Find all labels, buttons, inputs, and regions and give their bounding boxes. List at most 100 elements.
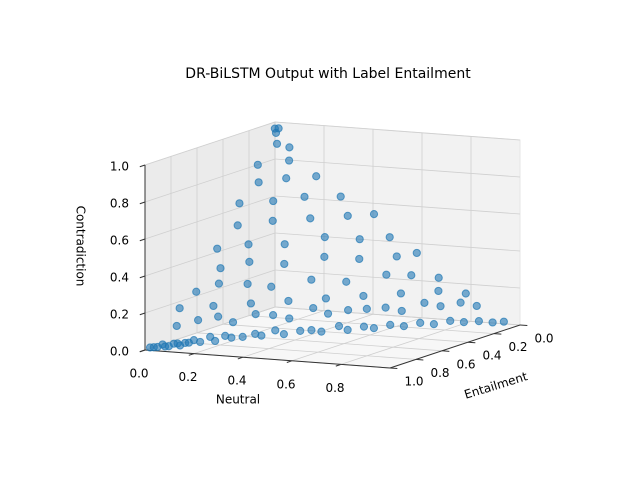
point: [407, 271, 416, 280]
z-tick-label: 0.2: [110, 308, 129, 322]
point: [257, 331, 266, 340]
point: [359, 322, 369, 331]
y-tick-label: 0.0: [534, 332, 553, 346]
tick-mark: [139, 164, 146, 168]
z-tick-label: 0.6: [110, 234, 129, 248]
point: [334, 322, 344, 331]
point: [321, 294, 330, 303]
point: [244, 240, 253, 249]
point: [175, 341, 185, 350]
point: [385, 233, 394, 242]
point: [344, 306, 353, 315]
z-tick-label: 0.4: [110, 271, 129, 285]
point: [434, 273, 443, 282]
point: [386, 320, 395, 329]
point: [280, 259, 289, 269]
tick-mark: [139, 349, 146, 353]
chart-title: DR-BiLSTM Output with Label Entailment: [185, 66, 471, 82]
point: [284, 296, 293, 306]
point: [269, 196, 278, 206]
point: [153, 342, 162, 352]
x-axis-label: Neutral: [216, 393, 260, 407]
point: [160, 342, 170, 351]
point: [267, 282, 276, 291]
point: [472, 301, 481, 311]
point: [369, 210, 379, 219]
x-tick-label: 0.6: [276, 377, 295, 391]
point: [253, 160, 262, 169]
point: [320, 252, 329, 261]
point: [243, 279, 252, 289]
point: [461, 289, 470, 298]
x-tick-label: 0.8: [325, 381, 344, 395]
point: [309, 303, 318, 313]
point: [412, 248, 421, 258]
point: [399, 322, 408, 331]
point: [233, 221, 242, 230]
point: [213, 244, 222, 253]
x-tick-label: 0.0: [129, 367, 148, 381]
point: [312, 172, 321, 181]
point: [416, 318, 425, 327]
point: [323, 309, 333, 318]
point: [488, 318, 497, 327]
point: [392, 252, 401, 261]
point: [300, 192, 309, 201]
point: [285, 156, 294, 165]
x-axis-line: [144, 349, 391, 369]
point: [285, 143, 294, 152]
tick-mark: [139, 201, 146, 205]
y-axis-line: [389, 324, 521, 369]
z-axis-label: Contradiction: [74, 206, 88, 287]
tick-mark: [139, 238, 146, 242]
point: [272, 139, 282, 148]
point: [175, 304, 184, 313]
point: [145, 343, 155, 352]
point: [396, 289, 405, 298]
point: [446, 316, 455, 325]
point: [369, 324, 378, 333]
grid-line: [144, 195, 276, 240]
y-axis-label: Entailment: [463, 369, 530, 402]
point: [420, 298, 429, 307]
grid-line: [196, 332, 443, 352]
grid-line: [274, 269, 521, 289]
point: [211, 336, 220, 346]
point: [382, 270, 391, 279]
x-tick-label: 0.2: [178, 370, 197, 384]
point: [429, 320, 438, 329]
point: [434, 286, 443, 296]
point: [355, 235, 364, 244]
grid-line: [274, 195, 521, 215]
point: [254, 178, 263, 187]
x-tick-label: 0.4: [227, 374, 246, 388]
tick-mark: [139, 312, 146, 316]
grid-line: [144, 121, 276, 166]
point: [214, 279, 223, 288]
point: [274, 124, 283, 133]
point: [192, 287, 201, 296]
grid-line: [340, 321, 472, 365]
point: [209, 301, 218, 311]
point: [238, 332, 247, 342]
point: [251, 310, 260, 319]
point: [499, 317, 508, 326]
point: [320, 233, 329, 242]
point: [268, 216, 277, 225]
grid-line: [274, 121, 521, 141]
point: [246, 299, 255, 308]
point: [381, 303, 390, 312]
point: [296, 326, 305, 335]
point: [271, 326, 280, 335]
point: [184, 338, 193, 347]
point: [397, 306, 406, 316]
point: [285, 314, 294, 323]
point: [279, 330, 288, 339]
y-tick-label: 0.2: [508, 340, 527, 354]
point: [245, 257, 254, 266]
point: [456, 298, 465, 307]
point: [227, 333, 236, 342]
point: [306, 214, 315, 223]
point: [228, 318, 238, 327]
